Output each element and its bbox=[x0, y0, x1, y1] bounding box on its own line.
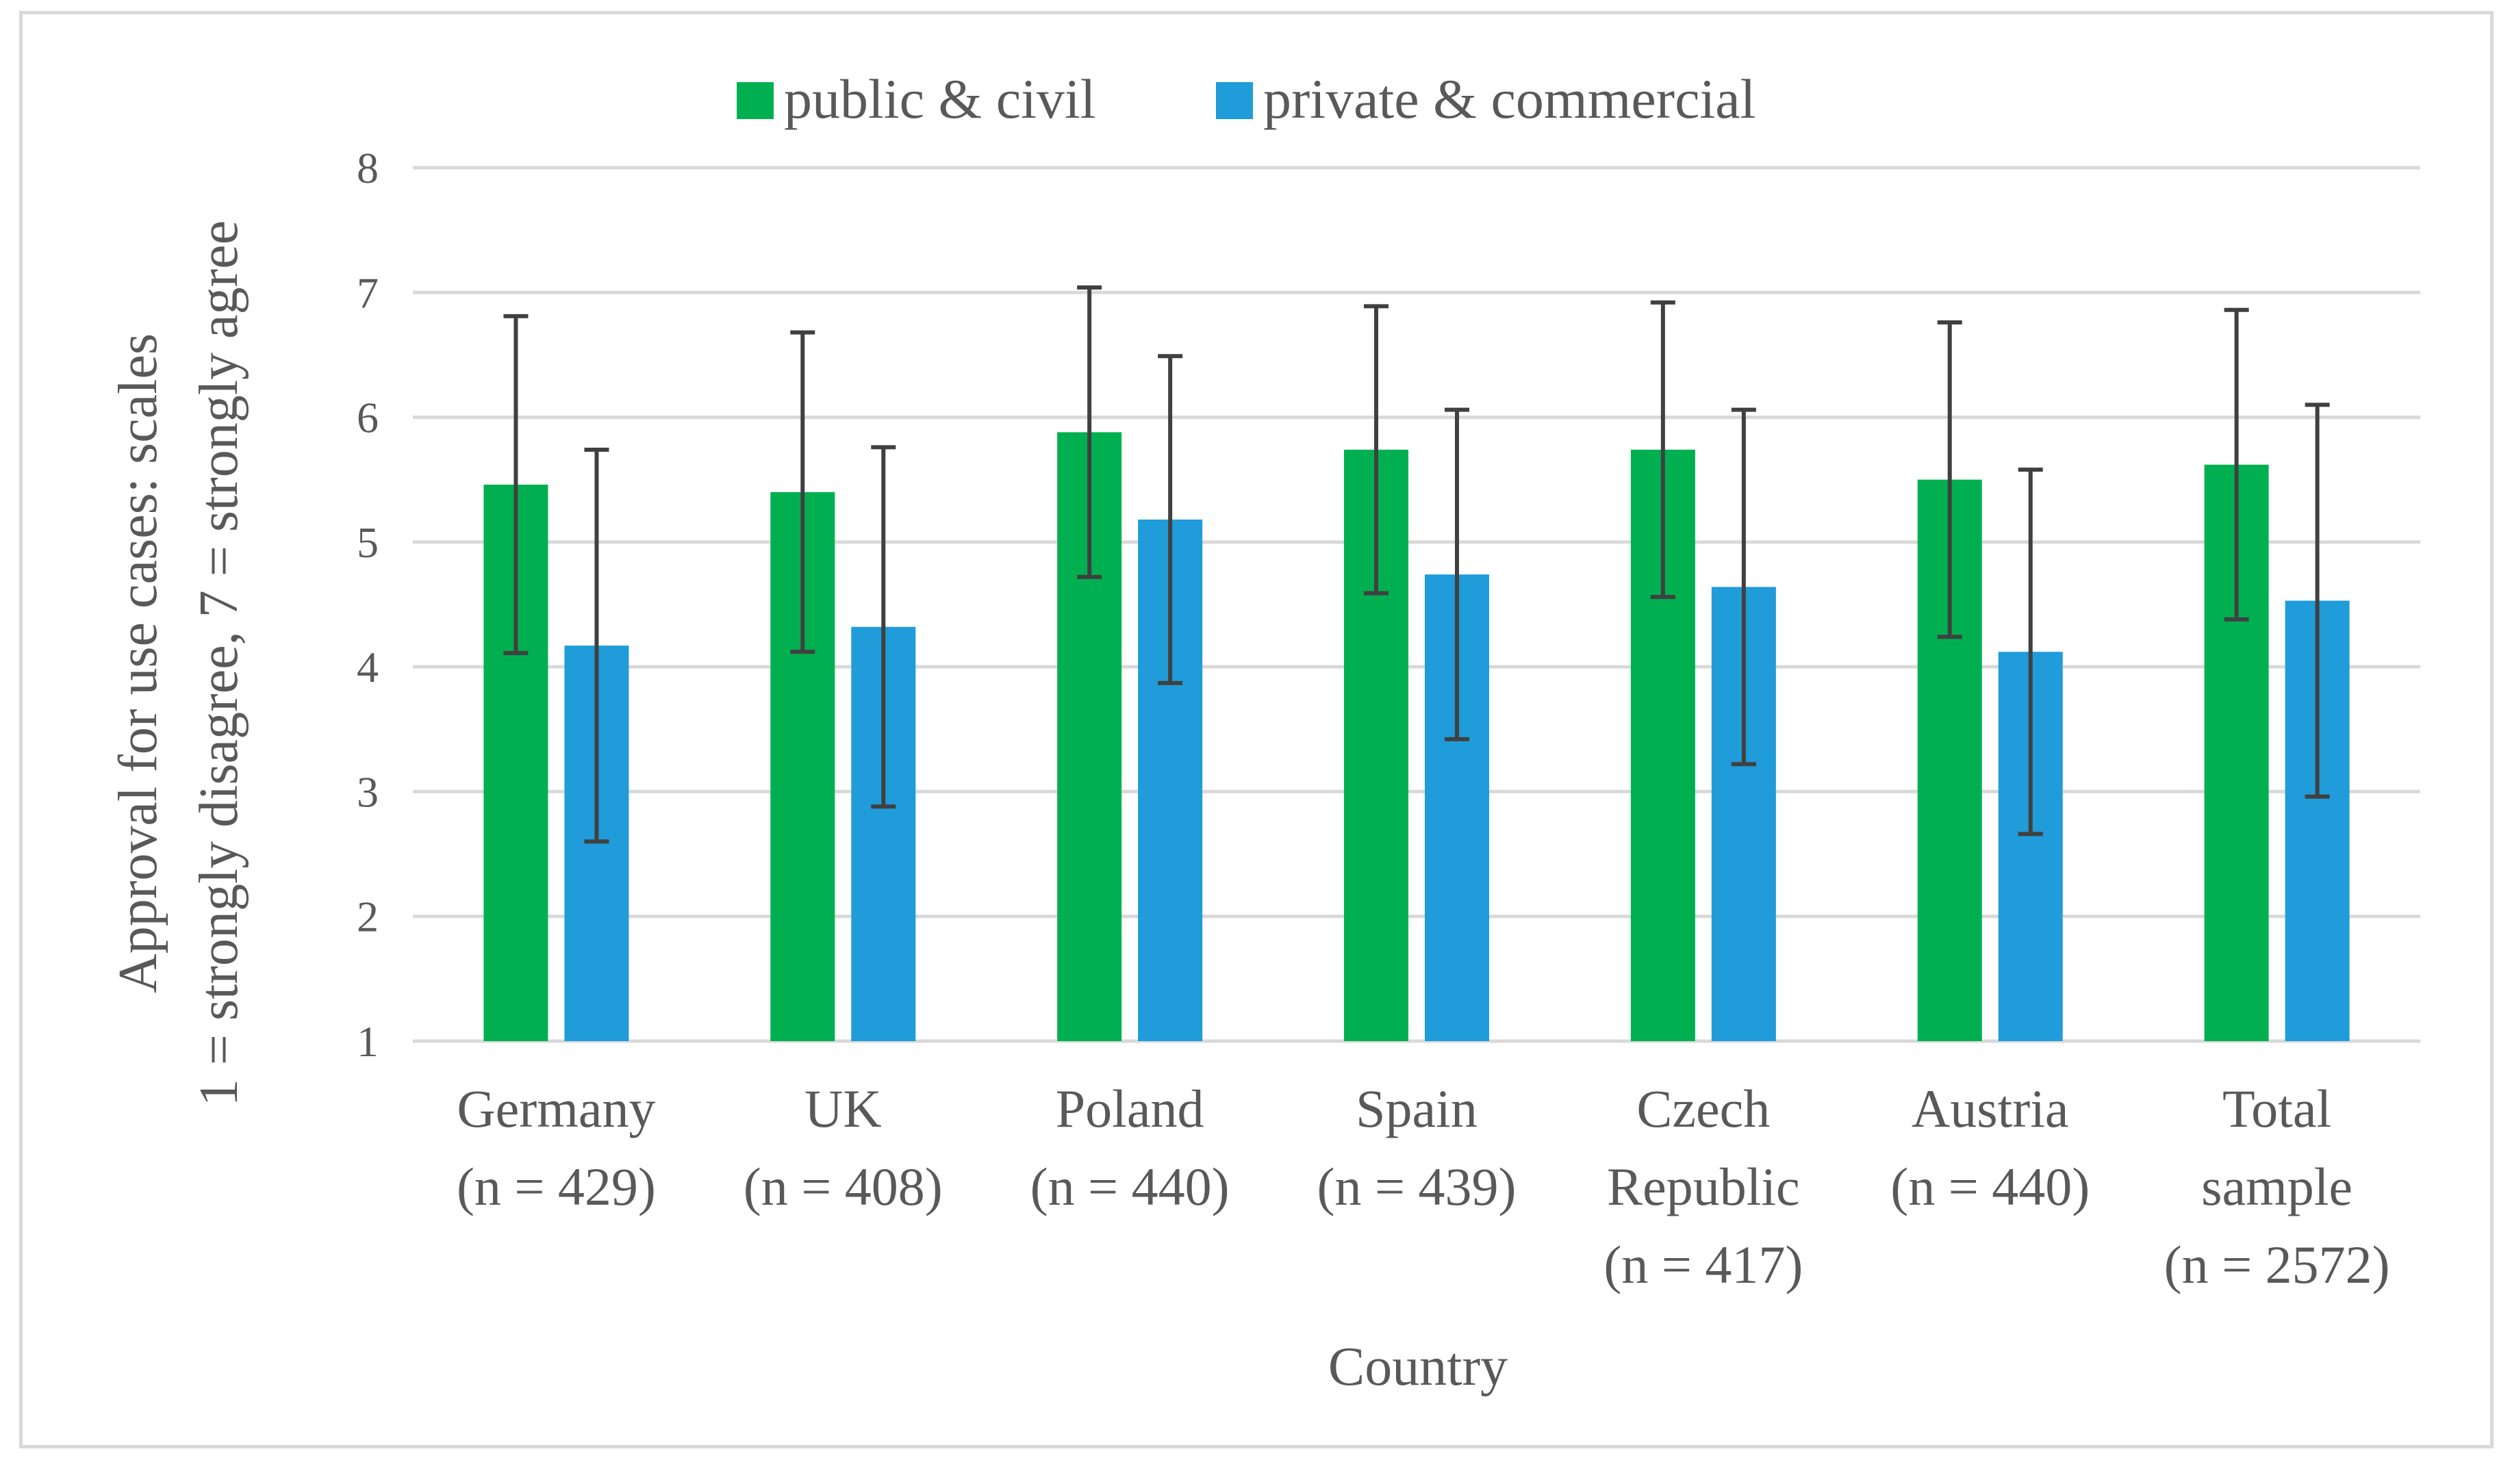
error-bar-private-commercial-czech bbox=[1731, 407, 1756, 767]
category-label-uk: UK (n = 408) bbox=[744, 1079, 943, 1216]
category-label-line: Czech bbox=[1636, 1079, 1770, 1138]
category-label-line: UK bbox=[804, 1079, 882, 1138]
x-axis-title: Country bbox=[1328, 1337, 1508, 1397]
category-label-line: (n = 429) bbox=[457, 1157, 656, 1216]
x-axis-category-labels: Germany (n = 429) UK (n = 408) Poland (n = 44… bbox=[457, 1079, 2390, 1294]
category-label-line: (n = 2572) bbox=[2164, 1235, 2390, 1294]
error-bar-public-civil-poland bbox=[1077, 285, 1102, 579]
legend-swatch-public-civil bbox=[737, 82, 774, 119]
y-tick-label-5: 5 bbox=[357, 518, 379, 567]
error-bar-public-civil-czech bbox=[1650, 300, 1675, 600]
error-bar-private-commercial-austria bbox=[2018, 468, 2043, 836]
error-bar-public-civil-total bbox=[2224, 307, 2249, 622]
category-label-line: (n = 408) bbox=[744, 1157, 943, 1216]
legend-swatch-private-commercial bbox=[1216, 82, 1253, 119]
bar-chart: 1 2 3 4 5 6 7 8 Germany (n = 429) UK (n = 408) Pola… bbox=[108, 68, 2420, 1397]
category-label-line: Germany bbox=[457, 1079, 655, 1138]
category-label-line: (n = 417) bbox=[1603, 1235, 1803, 1294]
y-tick-label-4: 4 bbox=[357, 643, 379, 691]
chart-frame: 1 2 3 4 5 6 7 8 Germany (n = 429) UK (n = 408) Pola… bbox=[19, 11, 2494, 1448]
y-axis-ticks: 1 2 3 4 5 6 7 8 bbox=[357, 144, 379, 1066]
category-label-line: Austria bbox=[1912, 1079, 2069, 1138]
category-label-total: Total sample (n = 2572) bbox=[2164, 1079, 2390, 1294]
category-label-line: Republic bbox=[1607, 1157, 1800, 1216]
category-label-poland: Poland (n = 440) bbox=[1030, 1079, 1230, 1216]
category-label-line: Total bbox=[2222, 1079, 2331, 1138]
error-bar-public-civil-germany bbox=[503, 314, 529, 656]
category-label-czech: Czech Republic (n = 417) bbox=[1603, 1079, 1803, 1294]
y-tick-label-7: 7 bbox=[357, 268, 379, 317]
error-bar-private-commercial-germany bbox=[584, 447, 609, 844]
category-label-line: Spain bbox=[1356, 1079, 1478, 1138]
gridlines bbox=[413, 166, 2420, 1043]
error-bar-public-civil-spain bbox=[1364, 304, 1389, 596]
y-axis-title: Approval for use cases: scales 1 = stron… bbox=[108, 220, 249, 1106]
y-axis-title-line-2: 1 = strongly disagree, 7 = strongly agre… bbox=[189, 220, 249, 1106]
error-bar-private-commercial-total bbox=[2305, 402, 2330, 799]
category-label-austria: Austria (n = 440) bbox=[1890, 1079, 2090, 1216]
y-tick-label-6: 6 bbox=[357, 394, 379, 442]
category-label-line: sample bbox=[2201, 1157, 2353, 1216]
category-label-line: (n = 440) bbox=[1890, 1157, 2090, 1216]
error-bar-public-civil-uk bbox=[790, 330, 815, 654]
category-label-line: (n = 439) bbox=[1317, 1157, 1517, 1216]
category-label-germany: Germany (n = 429) bbox=[457, 1079, 656, 1216]
error-bar-private-commercial-poland bbox=[1158, 354, 1183, 685]
error-bar-private-commercial-spain bbox=[1445, 407, 1469, 741]
y-tick-label-1: 1 bbox=[357, 1017, 379, 1066]
legend-label-private-commercial: private & commercial bbox=[1263, 68, 1755, 130]
legend: public & civil private & commercial bbox=[737, 68, 1755, 130]
bars bbox=[483, 432, 2350, 1041]
error-bars bbox=[503, 285, 2330, 844]
category-label-line: Poland bbox=[1056, 1079, 1204, 1138]
error-bar-private-commercial-uk bbox=[871, 445, 896, 809]
category-label-spain: Spain (n = 439) bbox=[1317, 1079, 1517, 1216]
y-axis-title-line-1: Approval for use cases: scales bbox=[108, 333, 168, 993]
y-tick-label-8: 8 bbox=[357, 144, 379, 192]
legend-label-public-civil: public & civil bbox=[784, 68, 1095, 130]
error-bar-public-civil-austria bbox=[1937, 320, 1962, 639]
y-tick-label-3: 3 bbox=[357, 767, 379, 816]
y-tick-label-2: 2 bbox=[357, 893, 379, 941]
category-label-line: (n = 440) bbox=[1030, 1157, 1230, 1216]
